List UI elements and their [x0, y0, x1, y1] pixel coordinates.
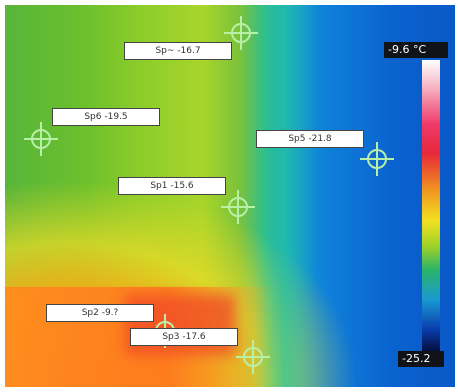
scale-min-label: -25.2	[398, 351, 444, 367]
temperature-scale-bar	[422, 60, 440, 352]
spot-label-center: Sp1 -15.6	[118, 177, 226, 195]
crosshair-icon	[221, 190, 255, 224]
crosshair-icon	[236, 340, 270, 374]
crosshair-icon	[224, 16, 258, 50]
crosshair-icon	[24, 122, 58, 156]
crosshair-icon	[360, 142, 394, 176]
transition-edge	[255, 5, 315, 387]
spot-label-left: Sp6 -19.5	[52, 108, 160, 126]
scale-max-label: -9.6 °C	[384, 42, 448, 58]
spot-label-bottom: Sp3 -17.6	[130, 328, 238, 346]
spot-label-top: Sp~ -16.7	[124, 42, 232, 60]
spot-label-bottom-left: Sp2 -9.?	[46, 304, 154, 322]
thermal-image	[5, 5, 455, 387]
spot-label-right: Sp5 -21.8	[256, 130, 364, 148]
